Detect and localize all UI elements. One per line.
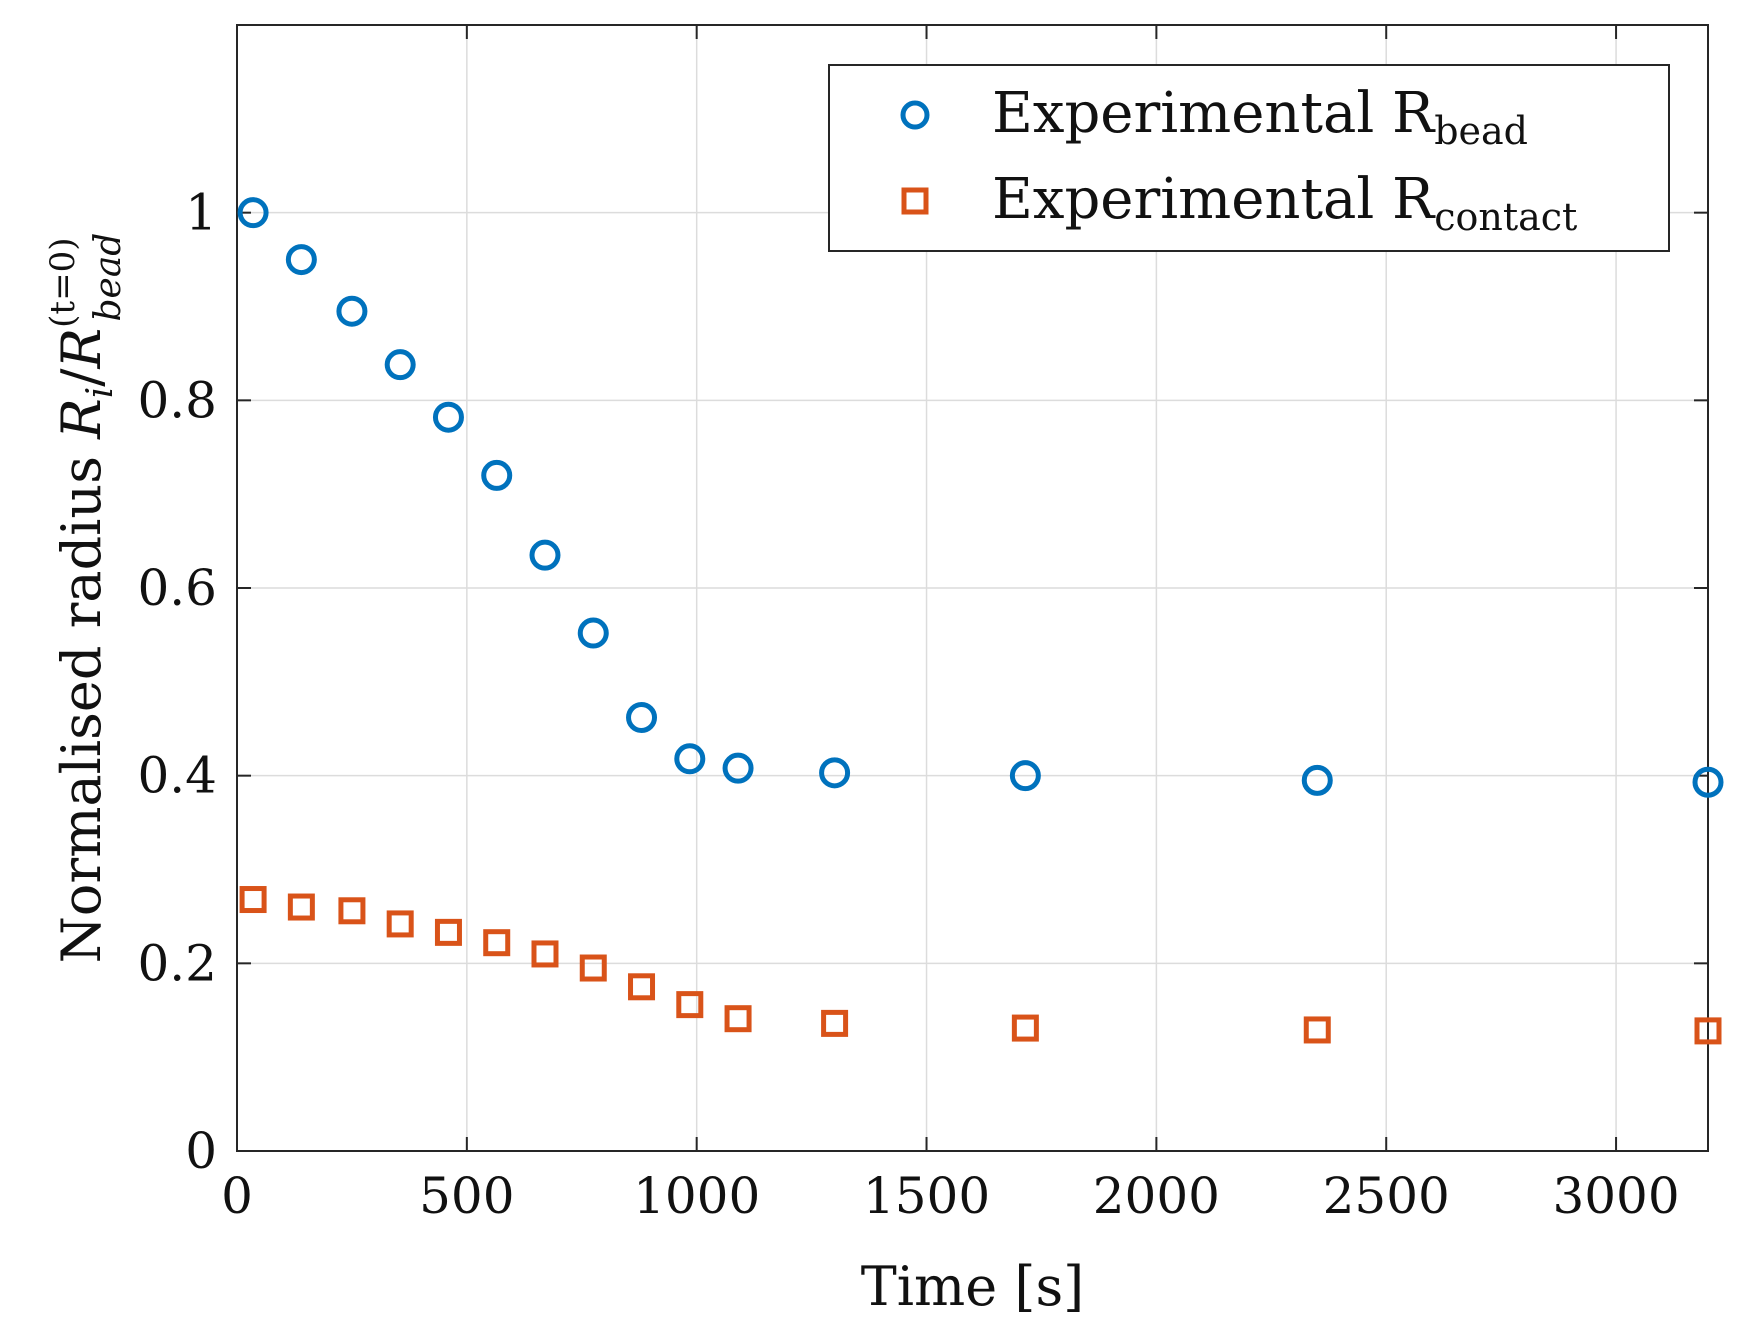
series-square [239,886,1722,1045]
data-point-square [676,991,704,1019]
legend-label-bead-main: Experimental R [992,81,1436,146]
tick-labels: 0 500 1000 1500 2000 2500 3000 0 0.2 0.4 0.6 0.8 1 [137,184,1679,1225]
data-point-circle [529,539,561,571]
y-tick-label: 0.2 [137,934,217,992]
y-axis-label-den-sup: (t=0) [43,238,83,328]
legend-circle-marker [900,100,930,130]
x-tick-label: 1000 [633,1167,760,1225]
y-tick-label: 0.6 [137,559,217,617]
data-point-square [579,954,607,982]
x-tick-label: 2500 [1323,1167,1450,1225]
x-tick-label: 500 [419,1167,514,1225]
data-point-circle [336,295,368,327]
plot-area-frame [236,24,1709,1152]
legend-label-contact: Experimental Rcontact [992,167,1577,239]
data-point-circle [481,459,513,491]
data-point-square [1303,1016,1331,1044]
legend-label-contact-sub: contact [1434,195,1577,239]
y-tick-label: 0.8 [137,371,217,429]
data-point-square [287,893,315,921]
data-point-circle [432,401,464,433]
y-axis-label-den-sub: bead [88,233,129,322]
x-axis-label: Time [s] [861,1255,1084,1318]
data-point-square [1694,1017,1722,1045]
y-tick-label: 1 [185,184,217,242]
data-point-circle [577,617,609,649]
legend-label-bead-sub: bead [1434,109,1528,153]
data-point-square [483,929,511,957]
data-point-circle [285,244,317,276]
y-axis-label-slash: / [50,368,113,387]
y-axis-label-den: R [50,328,113,370]
data-point-square [434,918,462,946]
legend: Experimental Rbead Experimental Rcontact [828,64,1670,252]
y-axis-label-var: R [50,398,113,440]
x-tick-label: 0 [221,1167,253,1225]
data-point-square [1011,1014,1039,1042]
data-point-square [628,973,656,1001]
data-point-square [724,1005,752,1033]
data-point-circle [674,743,706,775]
data-point-circle [819,757,851,789]
x-tick-label: 2000 [1093,1167,1220,1225]
data-point-square [338,897,366,925]
data-point-circle [722,752,754,784]
legend-label-bead: Experimental Rbead [992,81,1528,153]
y-tick-label: 0.4 [137,747,217,805]
data-point-circle [1692,766,1724,798]
y-axis-label: Normalised radius Ri/R(t=0) bead [43,233,129,964]
y-axis-label-main: Normalised radius [50,439,113,963]
data-point-square [239,886,267,914]
data-point-square [821,1009,849,1037]
legend-square-marker [901,187,929,215]
legend-label-contact-main: Experimental R [992,167,1436,232]
data-point-circle [1009,760,1041,792]
legend-box [828,64,1670,252]
data-point-circle [384,349,416,381]
y-tick-label: 0 [185,1122,217,1180]
y-axis-label-var-sub: i [80,387,121,399]
x-tick-label: 1500 [863,1167,990,1225]
data-series [237,197,1724,1045]
data-point-square [386,910,414,938]
data-point-square [531,940,559,968]
series-circle [237,197,1724,798]
data-point-circle [1301,764,1333,796]
data-point-circle [237,197,269,229]
data-point-circle [626,701,658,733]
x-tick-label: 3000 [1552,1167,1679,1225]
